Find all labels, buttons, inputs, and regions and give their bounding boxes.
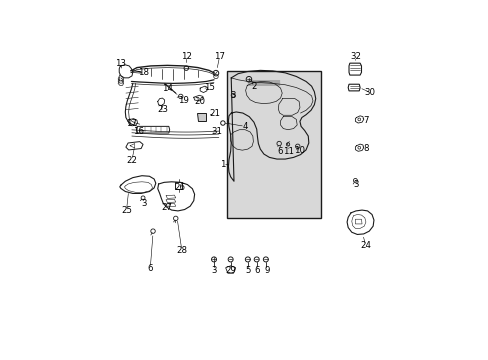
Text: 19: 19	[178, 96, 188, 105]
Text: 3: 3	[353, 180, 359, 189]
Text: 29: 29	[225, 266, 236, 275]
Text: 3: 3	[211, 266, 217, 275]
Text: 1: 1	[220, 160, 225, 169]
Text: 5: 5	[245, 266, 251, 275]
Text: 6: 6	[254, 266, 260, 275]
Text: 30: 30	[364, 88, 375, 97]
Text: 6: 6	[276, 147, 282, 156]
Text: 15: 15	[203, 83, 215, 92]
Text: 7: 7	[363, 116, 368, 125]
Text: 16: 16	[133, 127, 143, 136]
Text: 3: 3	[141, 199, 146, 208]
Text: 4: 4	[242, 122, 247, 131]
Polygon shape	[136, 126, 169, 133]
Text: 10: 10	[293, 146, 304, 155]
Bar	[226, 71, 321, 218]
Polygon shape	[348, 63, 361, 75]
Text: 2: 2	[251, 82, 256, 91]
Text: 14: 14	[162, 84, 173, 93]
Text: 23: 23	[158, 105, 168, 114]
Text: 3: 3	[230, 91, 236, 100]
Text: 13: 13	[115, 59, 126, 68]
Text: 18: 18	[137, 68, 148, 77]
Polygon shape	[125, 141, 143, 150]
Text: 17: 17	[214, 52, 224, 61]
Text: 20: 20	[194, 97, 205, 106]
Text: 32: 32	[350, 52, 361, 61]
Polygon shape	[225, 266, 235, 273]
Text: 27: 27	[161, 203, 172, 212]
Polygon shape	[347, 84, 359, 91]
Polygon shape	[355, 219, 361, 224]
Text: 9: 9	[264, 266, 269, 275]
Text: 8: 8	[363, 144, 368, 153]
Polygon shape	[196, 113, 206, 121]
Polygon shape	[175, 183, 182, 189]
Text: 26: 26	[174, 183, 184, 192]
Text: 21: 21	[209, 109, 220, 118]
Text: 28: 28	[176, 246, 187, 255]
Text: 25: 25	[121, 206, 132, 215]
Text: 6: 6	[147, 264, 153, 273]
Text: 31: 31	[211, 127, 222, 136]
Text: 12: 12	[181, 52, 192, 61]
Text: 24: 24	[360, 241, 370, 250]
Text: 11: 11	[283, 147, 293, 156]
Text: 17: 17	[126, 118, 137, 127]
Text: 22: 22	[126, 156, 137, 165]
